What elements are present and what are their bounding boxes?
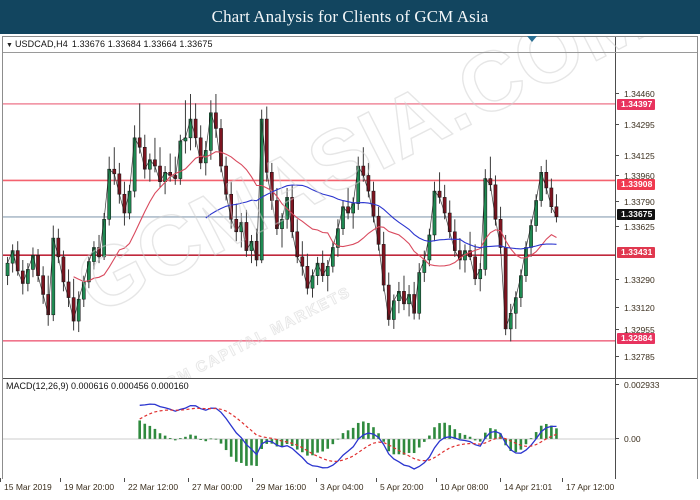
price-tick-9: 1.32785: [616, 352, 655, 363]
macd-histogram: [138, 420, 558, 466]
price-pane[interactable]: ▼ USDCAD,H4 1.33676 1.33684 1.33664 1.3367…: [3, 37, 697, 378]
time-label-1: 19 Mar 20:00: [59, 478, 115, 492]
time-label-6: 5 Apr 20:00: [375, 478, 424, 492]
time-label-7: 10 Apr 08:00: [435, 478, 489, 492]
price-plot[interactable]: [3, 37, 615, 378]
price-tick-5: 1.33625: [616, 222, 655, 233]
time-label-3: 27 Mar 00:00: [187, 478, 243, 492]
macd-tick-1: 0.00: [616, 434, 641, 445]
price-plot-svg: [3, 94, 615, 342]
price-tick-1: 1.34295: [616, 120, 655, 131]
price-pane-header: ▼ USDCAD,H4 1.33676 1.33684 1.33664 1.3367…: [3, 37, 213, 52]
price-level-tag-0[interactable]: 1.34397: [617, 99, 656, 110]
ma-slow-line: [205, 184, 557, 250]
price-header-divider: [3, 52, 697, 53]
price-level-tag-4[interactable]: 1.32884: [617, 333, 656, 344]
time-axis[interactable]: 15 Mar 2019 19 Mar 20:00 22 Mar 12:00 27 Ma…: [0, 478, 698, 499]
macd-label: MACD(12,26,9) 0.000616 0.000456 0.000160: [6, 381, 189, 391]
macd-plot[interactable]: [3, 379, 615, 497]
chart-top-marker-icon: [527, 36, 537, 42]
close-line: [7, 112, 557, 330]
time-label-2: 22 Mar 12:00: [123, 478, 179, 492]
time-label-8: 14 Apr 21:01: [499, 478, 553, 492]
symbol-label: USDCAD,H4: [14, 39, 68, 49]
price-level-tag-1[interactable]: 1.33908: [617, 179, 656, 190]
macd-pane-header: MACD(12,26,9) 0.000616 0.000456 0.000160: [3, 379, 189, 394]
price-tick-6: 1.33290: [616, 275, 655, 286]
chevron-down-icon[interactable]: ▼: [6, 42, 13, 49]
time-label-9: 17 Apr 12:00: [561, 478, 615, 492]
price-tick-7: 1.33120: [616, 303, 655, 314]
price-tick-4: 1.33790: [616, 197, 655, 208]
ohlc-values: 1.33676 1.33684 1.33664 1.33675: [71, 39, 213, 49]
price-tick-2: 1.34125: [616, 151, 655, 162]
time-label-4: 29 Mar 16:00: [251, 478, 307, 492]
price-level-tag-3[interactable]: 1.33431: [617, 247, 656, 258]
candle-series: [5, 94, 559, 342]
macd-plot-svg: [3, 403, 615, 470]
current-price-tag[interactable]: 1.33675: [617, 209, 656, 220]
price-tick-0: 1.34460: [616, 89, 655, 100]
title-bar: Chart Analysis for Clients of GCM Asia: [0, 0, 700, 34]
ma-fast-line: [73, 151, 557, 283]
price-tick-8: 1.32955: [616, 325, 655, 336]
macd-signal-line: [139, 407, 557, 463]
time-label-5: 3 Apr 04:00: [315, 478, 364, 492]
price-tick-3: 1.33960: [616, 171, 655, 182]
macd-tick-0: 0.002933: [616, 380, 659, 391]
chart-frame: ▼ USDCAD,H4 1.33676 1.33684 1.33664 1.3367…: [2, 36, 698, 498]
time-label-0: 15 Mar 2019: [0, 478, 52, 492]
page-title: Chart Analysis for Clients of GCM Asia: [211, 7, 489, 26]
price-scale[interactable]: 1.34460 1.34295 1.34125 1.33960 1.33790 1.336…: [615, 37, 697, 378]
